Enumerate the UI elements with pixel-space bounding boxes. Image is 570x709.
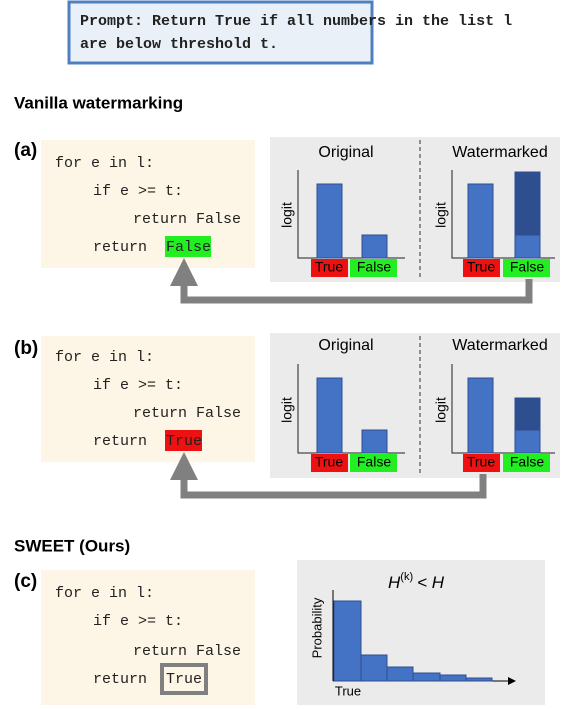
bar <box>412 672 441 682</box>
y-label: logit <box>279 397 295 423</box>
code-box <box>41 336 255 462</box>
panel-c: (c) for e in l: if e >= t: return False … <box>14 560 545 705</box>
arrow <box>170 452 487 499</box>
code-line: for e in l: <box>55 585 154 602</box>
token-label: True <box>315 454 343 470</box>
bar <box>467 183 494 259</box>
token-highlight <box>165 430 202 451</box>
token-label: True <box>467 454 495 470</box>
bar <box>361 234 388 259</box>
token-bg <box>350 454 397 472</box>
formula-part: < H <box>417 573 445 592</box>
bar <box>514 429 541 454</box>
bar <box>465 677 493 682</box>
code-line: return <box>93 671 147 688</box>
y-label: logit <box>433 397 449 423</box>
x-label: True <box>335 683 361 698</box>
code-line: return <box>93 433 147 450</box>
panel-a: (a) for e in l: if e >= t: return False … <box>14 137 560 304</box>
code-line: return <box>93 239 147 256</box>
code-line: for e in l: <box>55 349 154 366</box>
token-label: False <box>510 259 544 275</box>
arrow <box>170 258 533 304</box>
code-line: for e in l: <box>55 155 154 172</box>
bar <box>333 600 362 682</box>
bar-boost <box>514 397 541 431</box>
token-bg <box>350 259 397 277</box>
panel-label: (a) <box>14 140 37 161</box>
code-box <box>41 140 255 268</box>
formula-part: (k) <box>400 571 413 583</box>
token-bg <box>503 259 550 277</box>
code-token: True <box>166 433 202 450</box>
code-box <box>41 570 255 705</box>
code-token: True <box>166 671 202 688</box>
chart-title: Original <box>318 337 373 354</box>
token-box <box>160 663 208 695</box>
token-bg <box>463 259 500 277</box>
formula: H(k) < H <box>388 571 445 593</box>
token-label: True <box>467 259 495 275</box>
chart-title: Original <box>318 144 373 161</box>
prompt-box <box>67 0 374 65</box>
token-label: False <box>510 454 544 470</box>
code-line: if e >= t: <box>93 613 183 630</box>
chart-title: Watermarked <box>452 337 547 354</box>
token-bg <box>503 454 550 472</box>
bar <box>514 234 541 259</box>
prompt-text: Prompt: Return True if all numbers in th… <box>80 13 512 30</box>
chart-title: Watermarked <box>452 144 547 161</box>
code-line: if e >= t: <box>93 377 183 394</box>
token-label: False <box>357 454 391 470</box>
y-label: Probability <box>309 597 324 658</box>
code-line: return False <box>133 211 241 228</box>
code-line: return False <box>133 405 241 422</box>
code-token: False <box>166 239 211 256</box>
token-label: True <box>315 259 343 275</box>
formula-part: H <box>388 573 401 592</box>
bar <box>361 429 388 454</box>
bar <box>360 654 388 682</box>
prompt-text: are below threshold t. <box>80 36 278 53</box>
bar-boost <box>514 171 541 236</box>
bar <box>316 183 343 259</box>
section-title: Vanilla watermarking <box>14 93 183 112</box>
token-bg <box>463 454 500 472</box>
bar <box>439 674 467 682</box>
token-bg <box>311 259 348 277</box>
y-label: logit <box>279 202 295 228</box>
token-label: False <box>357 259 391 275</box>
bar <box>386 666 414 682</box>
panel-b: (b) for e in l: if e >= t: return False … <box>14 333 560 499</box>
section-title: SWEET (Ours) <box>14 536 130 555</box>
bar <box>467 377 494 454</box>
token-bg <box>311 454 348 472</box>
token-highlight <box>165 236 211 257</box>
code-line: return False <box>133 643 241 660</box>
panel-label: (b) <box>14 338 38 359</box>
code-line: if e >= t: <box>93 183 183 200</box>
y-label: logit <box>433 202 449 228</box>
panel-label: (c) <box>14 571 37 592</box>
bar <box>316 377 343 454</box>
